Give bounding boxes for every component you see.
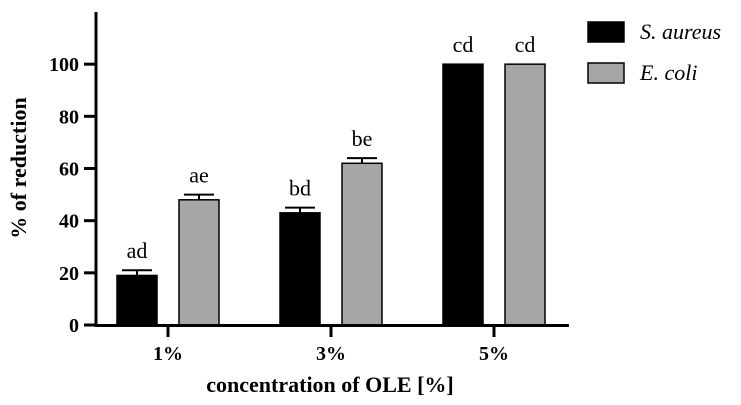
x-tick-label: 1%: [153, 343, 183, 365]
axes: [94, 12, 569, 327]
y-axis-title: % of reduction: [6, 97, 31, 238]
legend-label: E. coli: [639, 60, 697, 85]
bar: [178, 199, 220, 326]
x-tick-label: 5%: [479, 343, 509, 365]
bar: [116, 274, 158, 326]
legend-swatch: [587, 62, 625, 84]
y-tick-label: 0: [69, 315, 79, 337]
y-tick-label: 40: [59, 211, 79, 233]
y-tick-label: 80: [59, 106, 79, 128]
y-tick-label: 20: [59, 263, 79, 285]
bar: [442, 63, 484, 326]
legend-label: S. aureus: [640, 19, 721, 44]
significance-label: be: [352, 126, 373, 151]
bars-group: ad ae bd be cd cd: [116, 32, 546, 326]
significance-label: ae: [189, 163, 209, 188]
y-axis-ticks: 0 20 40 60 80 100: [49, 54, 96, 337]
bar: [279, 212, 321, 326]
significance-label: ad: [127, 238, 148, 263]
y-tick-label: 60: [59, 159, 79, 181]
legend: S. aureus E. coli: [587, 19, 721, 85]
x-tick-label: 3%: [316, 343, 346, 365]
y-tick-label: 100: [49, 54, 79, 76]
significance-label: cd: [453, 32, 474, 57]
significance-label: bd: [289, 176, 311, 201]
x-axis-title: concentration of OLE [%]: [206, 372, 453, 397]
bar: [341, 162, 383, 326]
x-axis-ticks: 1% 3% 5%: [153, 325, 509, 365]
bar: [504, 63, 546, 326]
legend-swatch: [587, 21, 625, 43]
significance-label: cd: [515, 32, 536, 57]
